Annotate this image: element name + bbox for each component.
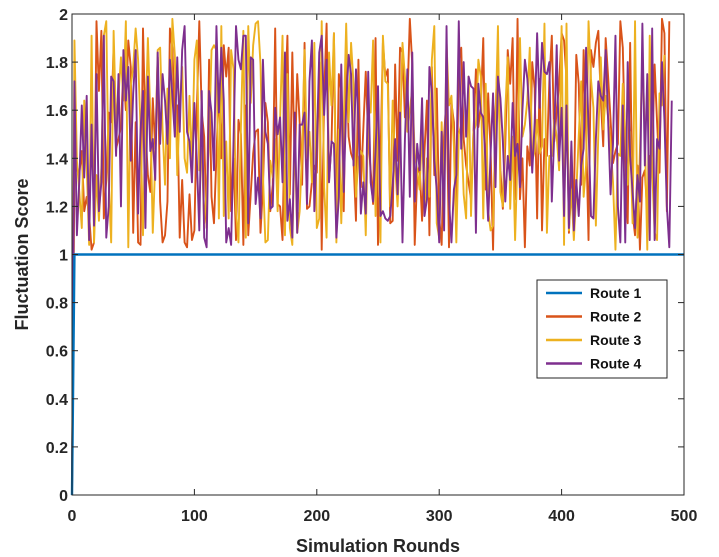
y-tick-label: 0.6 — [46, 344, 68, 361]
y-axis-title: Fluctuation Score — [12, 178, 32, 330]
y-tick-label: 0 — [59, 488, 68, 505]
y-tick-label: 0.4 — [46, 392, 68, 409]
y-tick-label: 1.2 — [46, 199, 68, 216]
x-tick-label: 200 — [303, 508, 330, 525]
legend-label-route-2: Route 2 — [590, 309, 642, 325]
tick-layer: 0 100 200 300 400 500 0 0.2 0.4 0.6 0.8 1 1.2 1.4 1.6 1… — [46, 7, 698, 525]
legend-box — [536, 279, 668, 379]
legend: Route 1 Route 2 Route 3 Route 4 — [536, 279, 668, 379]
y-tick-label: 0.8 — [46, 296, 68, 313]
legend-label-route-3: Route 3 — [590, 332, 642, 348]
x-tick-label: 300 — [426, 508, 453, 525]
x-tick-label: 0 — [68, 508, 77, 525]
series-line-route-4 — [71, 20, 673, 496]
x-tick-label: 400 — [548, 508, 575, 525]
y-tick-label: 2 — [59, 7, 68, 24]
x-tick-label: 500 — [671, 508, 698, 525]
x-tick-label: 100 — [181, 508, 208, 525]
y-tick-label: 0.2 — [46, 440, 68, 457]
series-line-route-1 — [70, 253, 684, 496]
legend-label-route-4: Route 4 — [590, 356, 642, 372]
y-tick-label: 1.8 — [46, 55, 68, 72]
legend-label-route-1: Route 1 — [590, 285, 642, 301]
series-layer — [70, 17, 684, 496]
y-tick-label: 1.4 — [46, 151, 68, 168]
y-tick-label: 1.6 — [46, 103, 68, 120]
y-tick-label: 1 — [59, 248, 68, 265]
x-axis-title: Simulation Rounds — [296, 536, 460, 556]
